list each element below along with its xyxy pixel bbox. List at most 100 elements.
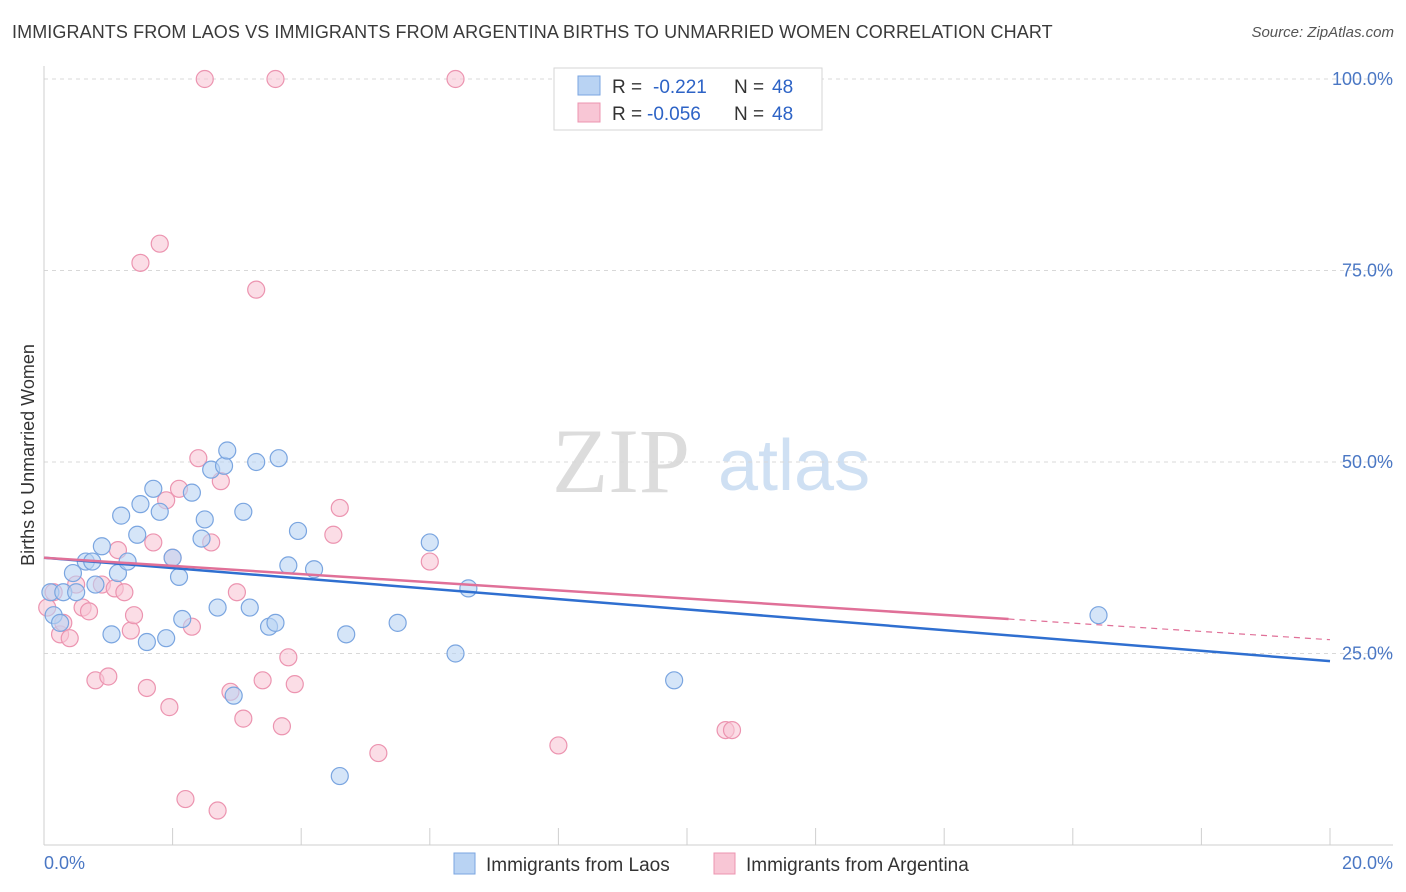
- argentina-point: [266, 69, 285, 89]
- argentina-point: [160, 698, 179, 717]
- y-tick-label: 25.0%: [1342, 644, 1393, 664]
- series-legend: Immigrants from Laos Immigrants from Arg…: [453, 852, 969, 876]
- argentina-point: [330, 498, 349, 518]
- laos-point: [92, 537, 111, 556]
- argentina-point: [272, 717, 292, 736]
- laos-point: [1089, 606, 1108, 625]
- argentina-point: [150, 234, 169, 253]
- legend-swatch-argentina: [577, 102, 601, 123]
- laos-point: [182, 483, 201, 502]
- laos-point: [214, 456, 234, 475]
- argentina-point: [176, 789, 195, 809]
- laos-point: [169, 567, 189, 587]
- laos-point: [330, 766, 349, 786]
- argentina-point: [234, 709, 253, 728]
- argentina-point: [722, 720, 742, 740]
- legend-n-value-argentina: 48: [772, 104, 793, 125]
- argentina-point: [208, 801, 227, 820]
- legend-n-value-laos: 48: [772, 77, 793, 98]
- argentina-point: [115, 583, 134, 602]
- laos-point: [208, 598, 227, 617]
- laos-point: [337, 625, 356, 644]
- laos-point: [157, 629, 176, 648]
- y-axis-label: Births to Unmarried Women: [18, 344, 38, 566]
- y-tick-label: 100.0%: [1332, 69, 1393, 89]
- argentina-point: [144, 533, 163, 552]
- laos-trend-line: [43, 556, 1331, 663]
- argentina-point: [279, 648, 298, 667]
- laos-point: [150, 502, 169, 521]
- laos-point: [218, 441, 237, 460]
- series-legend-swatch-laos: [453, 852, 476, 875]
- argentina-point: [60, 629, 79, 648]
- argentina-point: [420, 552, 439, 571]
- laos-point: [173, 609, 192, 629]
- argentina-point: [137, 678, 156, 698]
- argentina-point: [189, 449, 208, 468]
- trend-lines: [43, 556, 1331, 663]
- laos-point: [224, 686, 243, 705]
- laos-point: [131, 495, 150, 514]
- argentina-point: [285, 675, 304, 694]
- legend-swatch-laos: [577, 75, 601, 96]
- laos-point: [137, 632, 156, 652]
- laos-point: [128, 525, 147, 544]
- series-legend-label-laos: Immigrants from Laos: [486, 855, 670, 876]
- laos-point: [446, 644, 465, 663]
- axes: [43, 66, 1393, 846]
- laos-point: [269, 449, 288, 468]
- watermark-zip: ZIP: [552, 410, 690, 512]
- laos-point: [420, 533, 439, 552]
- legend-r-label-argentina: R =: [612, 104, 642, 125]
- chart-title: IMMIGRANTS FROM LAOS VS IMMIGRANTS FROM …: [12, 22, 1053, 42]
- x-tick-label-min: 0.0%: [44, 853, 85, 873]
- laos-point: [67, 583, 86, 602]
- argentina-point: [79, 602, 99, 621]
- argentina-trend-extension: [1008, 618, 1331, 641]
- laos-point: [459, 579, 478, 598]
- y-tick-label: 75.0%: [1342, 261, 1393, 281]
- argentina-point: [131, 253, 150, 272]
- laos-point: [234, 502, 253, 521]
- grid: 25.0% 50.0% 75.0% 100.0%: [44, 69, 1393, 664]
- laos-point: [192, 529, 211, 548]
- legend-r-label-laos: R =: [612, 77, 642, 98]
- stats-legend: R = -0.221 N = 48 R = -0.056 N = 48: [553, 67, 823, 131]
- argentina-point: [124, 606, 144, 625]
- laos-point: [240, 598, 259, 617]
- argentina-point: [195, 69, 214, 89]
- laos-point: [247, 452, 266, 472]
- argentina-trend-line: [43, 556, 1009, 621]
- series-legend-label-argentina: Immigrants from Argentina: [746, 855, 969, 876]
- legend-r-value-laos: -0.221: [653, 77, 707, 98]
- series-legend-swatch-argentina: [713, 852, 736, 875]
- laos-point: [163, 548, 182, 567]
- laos-point: [102, 625, 121, 644]
- laos-point: [388, 613, 407, 632]
- argentina-point: [247, 280, 266, 299]
- legend-r-value-argentina: -0.056: [647, 104, 701, 125]
- argentina-point: [446, 69, 465, 89]
- laos-point: [86, 575, 105, 594]
- argentina-point: [99, 667, 118, 686]
- watermark-atlas: atlas: [718, 426, 870, 506]
- argentina-point: [324, 525, 343, 544]
- argentina-point: [549, 736, 568, 755]
- laos-points: [41, 441, 1108, 786]
- argentina-point: [253, 671, 272, 690]
- laos-point: [195, 510, 214, 529]
- argentina-point: [227, 583, 246, 602]
- y-tick-label: 50.0%: [1342, 452, 1393, 472]
- laos-point: [266, 613, 285, 632]
- legend-n-label-laos: N =: [734, 77, 764, 98]
- laos-point: [279, 556, 298, 575]
- laos-point: [288, 521, 308, 541]
- argentina-point: [121, 621, 140, 640]
- laos-point: [50, 613, 70, 632]
- laos-point: [144, 479, 163, 498]
- legend-n-label-argentina: N =: [734, 104, 764, 125]
- argentina-point: [369, 743, 388, 763]
- x-tick-label-max: 20.0%: [1342, 853, 1393, 873]
- laos-point: [665, 671, 684, 690]
